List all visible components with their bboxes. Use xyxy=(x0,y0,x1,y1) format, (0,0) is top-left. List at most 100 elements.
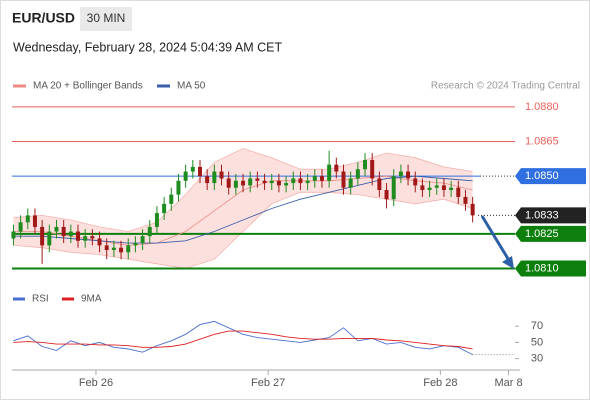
y-tick-label: 70 xyxy=(531,320,543,332)
candle-body xyxy=(176,180,181,195)
y-tick-label: 30 xyxy=(531,353,543,365)
moving-average xyxy=(13,175,473,244)
candle-body xyxy=(169,194,174,204)
candle-body xyxy=(183,171,188,181)
candle-body xyxy=(111,247,116,250)
candle-body xyxy=(276,180,281,186)
legend-label: MA 20 + Bollinger Bands xyxy=(33,81,143,92)
candle-body xyxy=(269,180,274,184)
candle-body xyxy=(434,185,439,188)
interval: 30 MIN xyxy=(87,11,126,25)
level-label: 1.0810 xyxy=(525,262,559,274)
candle-body xyxy=(327,164,332,181)
candle-body xyxy=(205,176,210,184)
candle-body xyxy=(420,185,425,190)
line-series xyxy=(13,330,473,350)
credit: Research © 2024 Trading Central xyxy=(431,81,580,92)
x-tick-label: Feb 26 xyxy=(79,377,113,389)
y-tick-label: 50 xyxy=(531,336,543,348)
candle-body xyxy=(348,178,353,188)
candle-body xyxy=(427,187,432,190)
candle-body xyxy=(40,226,45,246)
level-label: 1.0865 xyxy=(525,135,559,147)
candle-body xyxy=(370,160,375,179)
level-label: 1.0880 xyxy=(525,101,559,113)
candle-body xyxy=(398,171,403,177)
candle-body xyxy=(449,187,454,190)
interval-box xyxy=(80,7,132,31)
level-label: 1.0833 xyxy=(525,209,559,221)
candle-body xyxy=(248,178,253,186)
candle-body xyxy=(470,203,475,216)
bollinger-line xyxy=(13,191,473,269)
candle-body xyxy=(377,178,382,190)
candle-body xyxy=(255,178,260,181)
candle-body xyxy=(298,178,303,184)
level-label: 1.0850 xyxy=(525,170,559,182)
candle-body xyxy=(456,187,461,197)
legend-label: RSI xyxy=(32,294,49,305)
candle-body xyxy=(262,180,267,184)
candle-body xyxy=(83,236,88,241)
candle-body xyxy=(18,222,23,232)
candle-body xyxy=(47,231,52,246)
legend-label: 9MA xyxy=(81,294,102,305)
level-box xyxy=(515,260,586,277)
candle-body xyxy=(25,215,30,223)
candle-body xyxy=(147,226,152,237)
candle-body xyxy=(291,178,296,184)
candle-body xyxy=(90,236,95,239)
x-tick-label: Feb 28 xyxy=(423,377,457,389)
timestamp: Wednesday, February 28, 2024 5:04:39 AM … xyxy=(13,40,282,54)
candle-body xyxy=(54,226,59,232)
candle-body xyxy=(61,226,66,237)
candle-body xyxy=(284,183,289,186)
level-box xyxy=(515,168,586,185)
x-tick-label: Mar 8 xyxy=(494,377,522,389)
candle-body xyxy=(68,231,73,237)
level-box xyxy=(515,225,586,242)
candle-body xyxy=(133,243,138,246)
candle-body xyxy=(32,215,37,227)
candle-body xyxy=(97,238,102,246)
plot: 1.0880 1.0865 1.0850 1.0833 1.0825 1.0810 MA 2… xyxy=(11,81,586,389)
symbol: EUR/USD xyxy=(12,10,75,26)
candle-body xyxy=(441,185,446,190)
candle-body xyxy=(334,164,339,172)
candle-body xyxy=(154,213,159,227)
candle-body xyxy=(341,171,346,188)
candle-body xyxy=(197,166,202,177)
candle-body xyxy=(212,171,217,184)
bollinger-line xyxy=(13,148,473,232)
candle-body xyxy=(384,190,389,200)
candle-body xyxy=(319,176,324,181)
candle-body xyxy=(126,245,131,253)
candle-body xyxy=(226,178,231,188)
x-tick-label: Feb 27 xyxy=(251,377,285,389)
candle-body xyxy=(119,247,124,253)
candle-body xyxy=(406,171,411,179)
candle-body xyxy=(241,180,246,186)
level-box xyxy=(515,207,586,224)
candle-body xyxy=(190,166,195,172)
candle-body xyxy=(162,203,167,214)
candle-body xyxy=(355,169,360,179)
candle-body xyxy=(463,196,468,204)
candle-body xyxy=(140,236,145,244)
candle-body xyxy=(219,171,224,179)
candle-body xyxy=(363,160,368,170)
legend-label: MA 50 xyxy=(177,81,206,92)
forecast-arrow-head xyxy=(502,256,514,269)
candle-body xyxy=(413,178,418,186)
level-label: 1.0825 xyxy=(525,228,559,240)
candle-body xyxy=(233,180,238,188)
forecast-arrow xyxy=(480,215,512,263)
candle-body xyxy=(305,180,310,184)
candle-body xyxy=(76,231,81,241)
candle-body xyxy=(11,231,16,239)
candle-body xyxy=(391,176,396,200)
candle-body xyxy=(312,176,317,181)
candle-body xyxy=(104,245,109,250)
